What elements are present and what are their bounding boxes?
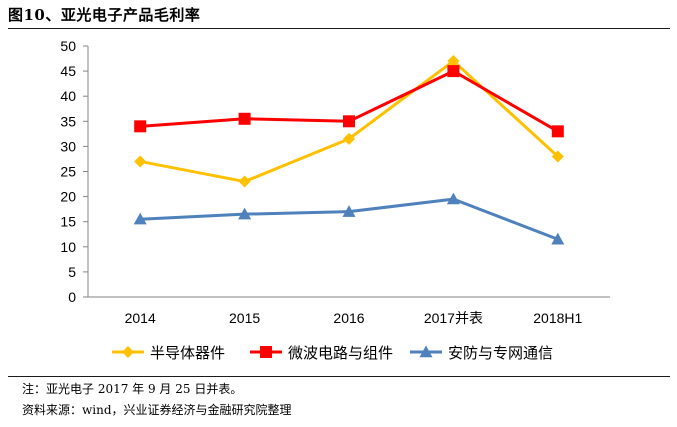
- x-tick-label: 2014: [125, 310, 156, 326]
- x-tick-label: 2017并表: [424, 310, 483, 326]
- y-tick-label: 25: [60, 164, 76, 180]
- legend-marker: [122, 346, 134, 358]
- y-tick-label: 30: [60, 138, 76, 154]
- data-point: [238, 175, 251, 188]
- legend-label: 半导体器件: [150, 344, 225, 362]
- data-point: [343, 115, 355, 128]
- y-tick-label: 50: [60, 38, 76, 54]
- title-rule: [8, 28, 670, 29]
- data-point: [134, 120, 147, 133]
- data-point: [238, 112, 251, 125]
- y-tick-label: 35: [60, 113, 76, 129]
- data-point: [551, 125, 564, 138]
- y-tick-label: 40: [60, 88, 76, 104]
- note-rule: [8, 376, 670, 377]
- y-tick-label: 0: [68, 289, 76, 305]
- series-line: [140, 197, 559, 241]
- x-tick-label: 2015: [229, 310, 260, 326]
- data-point: [551, 232, 565, 245]
- data-point: [133, 212, 147, 225]
- series-3: [133, 192, 565, 245]
- data-point: [343, 132, 355, 145]
- data-point: [551, 150, 564, 163]
- data-point: [447, 65, 460, 78]
- x-tick-label: 2018H1: [533, 310, 582, 326]
- figure-note: 注：亚光电子 2017 年 9 月 25 日并表。: [22, 382, 243, 396]
- data-point: [447, 55, 460, 68]
- y-tick-label: 5: [68, 264, 76, 280]
- legend-label: 微波电路与组件: [288, 344, 393, 362]
- data-point: [342, 205, 356, 217]
- y-tick-label: 45: [60, 63, 76, 79]
- line-chart: 2014 2015 2016 2017并表 2018H1 0 5 10 15 20 25 30 35 4…: [60, 38, 610, 362]
- x-tick-label: 2016: [333, 310, 364, 326]
- data-point: [446, 192, 460, 205]
- data-point: [238, 207, 252, 220]
- legend-item-1: 半导体器件: [112, 344, 225, 362]
- legend-item-2: 微波电路与组件: [250, 344, 393, 362]
- figure-source: 资料来源：wind，兴业证券经济与金融研究院整理: [22, 403, 292, 417]
- series-2: [134, 65, 564, 138]
- legend-marker: [260, 346, 272, 358]
- legend-label: 安防与专网通信: [448, 344, 553, 362]
- legend-marker: [419, 345, 433, 358]
- figure-title: 图10、亚光电子产品毛利率: [8, 6, 201, 24]
- data-point: [134, 155, 147, 168]
- y-tick-label: 20: [60, 189, 76, 205]
- legend-item-3: 安防与专网通信: [410, 344, 553, 362]
- y-tick-label: 15: [60, 214, 76, 230]
- y-tick-label: 10: [60, 239, 76, 255]
